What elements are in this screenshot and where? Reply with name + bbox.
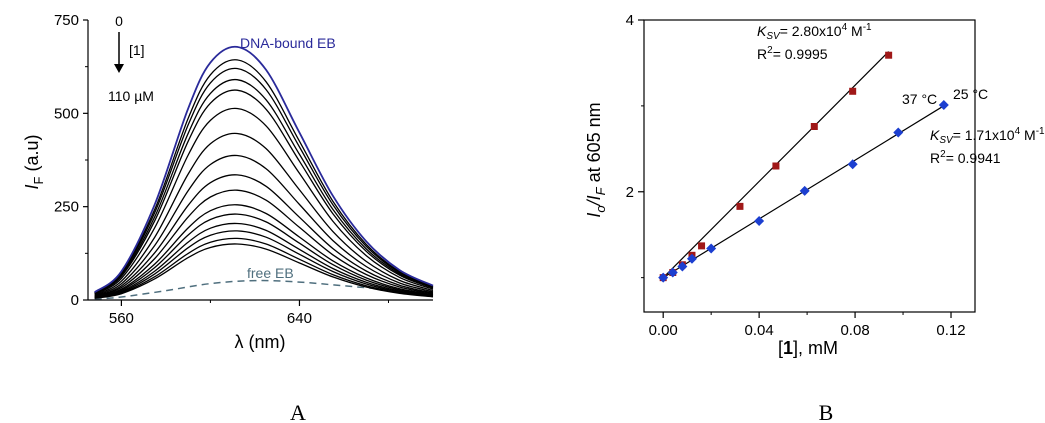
- quench-curve: [94, 213, 434, 298]
- x-tick-label-a: 560: [109, 310, 134, 327]
- label-free-eb: free EB: [247, 265, 294, 281]
- y-axis-title-b: Io/IF at 605 nm: [584, 102, 608, 217]
- panel-label-a: A: [290, 400, 306, 423]
- point-25: [938, 100, 949, 111]
- y-tick-label-a: 500: [54, 105, 79, 122]
- series-label-25: 25 °C: [953, 86, 988, 102]
- x-tick-label-b: 0.00: [649, 322, 678, 339]
- plot-b-axes: [643, 19, 976, 313]
- ksv-label-37: KSV= 2.80x104 M-1: [757, 22, 872, 42]
- point-37: [885, 51, 893, 59]
- quench-curve: [94, 204, 434, 298]
- ksv-label-25: KSV= 1.71x104 M-1: [930, 126, 1045, 146]
- point-25: [754, 215, 765, 226]
- quench-curve: [94, 222, 434, 299]
- quench-curve: [94, 243, 434, 299]
- plot-a-ticks: 0 250 500 750 560 640: [54, 12, 389, 327]
- point-25: [667, 267, 678, 278]
- point-37: [849, 87, 857, 95]
- quench-curve: [94, 174, 434, 297]
- y-tick-label-a: 250: [54, 199, 79, 216]
- quench-curve: [94, 237, 434, 299]
- quench-curve: [94, 78, 434, 294]
- annotation-reagent: [1]: [129, 42, 145, 58]
- quench-curve: [94, 189, 434, 298]
- y-tick-label-b: 2: [626, 184, 634, 201]
- panel-a: 0 250 500 750 560 640 λ (nm) IF (a.u) 0 [1] 1…: [22, 12, 434, 423]
- point-25: [686, 253, 697, 264]
- dna-bound-eb-curve: [94, 45, 434, 293]
- quench-curve: [94, 59, 434, 294]
- x-tick-label-b: 0.12: [936, 322, 965, 339]
- point-25: [799, 185, 810, 196]
- x-axis-title-b: [1], mM: [778, 338, 838, 358]
- y-tick-label-a: 0: [71, 292, 79, 309]
- annotation-start: 0: [115, 13, 123, 29]
- point-37: [810, 122, 818, 130]
- y-axis-title-a: IF (a.u): [22, 135, 46, 190]
- x-tick-label-b: 0.08: [840, 322, 869, 339]
- point-25: [677, 261, 688, 272]
- r2-label-37: R2= 0.9995: [757, 45, 828, 62]
- y-tick-label-b: 4: [626, 12, 634, 29]
- point-37: [698, 242, 706, 250]
- point-25: [658, 272, 669, 283]
- point-25: [706, 243, 717, 254]
- y-tick-label-a: 750: [54, 12, 79, 29]
- quench-curve: [94, 107, 434, 295]
- r2-label-25: R2= 0.9941: [930, 149, 1001, 166]
- decrease-arrow-head: [114, 64, 124, 73]
- plot-b-frame: [643, 19, 976, 313]
- point-37: [736, 202, 744, 210]
- quench-curve: [94, 154, 434, 297]
- point-37: [772, 162, 780, 170]
- panel-label-b: B: [819, 400, 834, 423]
- label-dna-bound-eb: DNA-bound EB: [240, 35, 336, 51]
- panel-b: 2 4 0.00 0.04 0.08 0.12 [1], mM Io/IF at 605 …: [584, 12, 1045, 423]
- x-tick-label-a: 640: [287, 310, 312, 327]
- plot-b-ticks: 2 4 0.00 0.04 0.08 0.12: [626, 12, 966, 339]
- x-axis-title-a: λ (nm): [235, 332, 286, 352]
- point-25: [847, 159, 858, 170]
- x-tick-label-b: 0.04: [745, 322, 774, 339]
- plot-a-curves: [94, 45, 434, 301]
- quench-curve: [94, 230, 434, 299]
- point-25: [893, 127, 904, 138]
- quench-curve: [94, 67, 434, 294]
- annotation-end: 110 µM: [108, 88, 154, 104]
- quench-curve: [94, 89, 434, 295]
- plot-b-marks: [658, 51, 949, 283]
- series-label-37: 37 °C: [902, 91, 937, 107]
- quench-curve: [94, 132, 434, 296]
